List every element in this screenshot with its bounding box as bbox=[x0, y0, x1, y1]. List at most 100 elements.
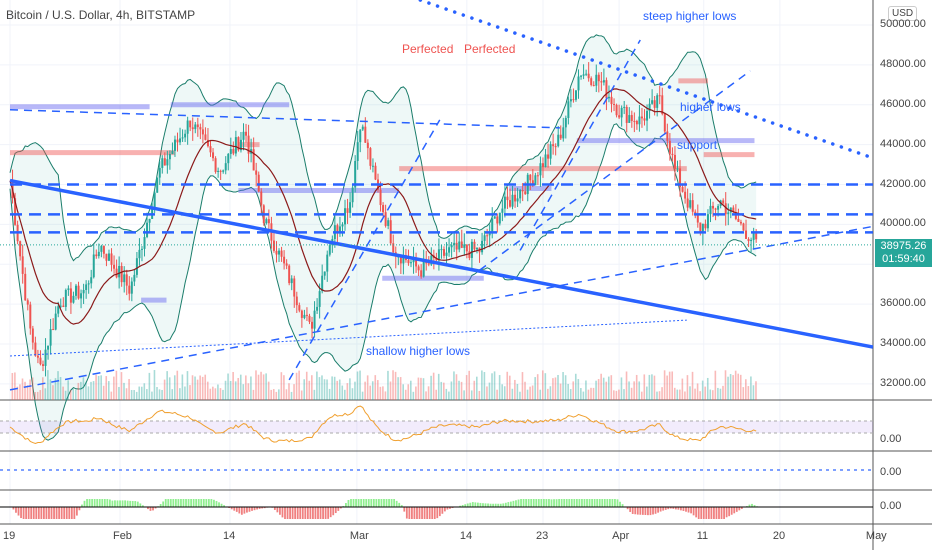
momentum-bar bbox=[535, 499, 538, 507]
momentum-bar bbox=[466, 503, 469, 507]
candle-body bbox=[646, 110, 649, 121]
momentum-bar bbox=[210, 499, 213, 507]
time-axis-label: Feb bbox=[112, 530, 132, 542]
volume-bar bbox=[417, 377, 420, 400]
candle-body bbox=[717, 205, 720, 210]
candle-body bbox=[118, 265, 121, 278]
candle-body bbox=[427, 263, 430, 265]
currency-button[interactable]: USD bbox=[888, 6, 918, 21]
momentum-bar bbox=[555, 499, 558, 507]
momentum-bar bbox=[436, 507, 439, 519]
momentum-bar bbox=[626, 507, 629, 510]
candle-body bbox=[554, 146, 557, 148]
chart-title: Bitcoin / U.S. Dollar, 4h, BITSTAMP bbox=[6, 8, 196, 22]
volume-bar bbox=[280, 372, 283, 400]
time-axis-label: May bbox=[865, 530, 887, 542]
momentum-bar bbox=[53, 507, 55, 519]
volume-bar bbox=[321, 375, 323, 400]
candle-body bbox=[64, 289, 67, 307]
momentum-bar bbox=[583, 499, 586, 507]
candle-body bbox=[453, 242, 456, 246]
momentum-bar bbox=[636, 507, 639, 515]
momentum-bar bbox=[246, 507, 248, 513]
candle-body bbox=[475, 247, 478, 250]
momentum-bar bbox=[27, 507, 30, 519]
volume-bar bbox=[544, 373, 547, 400]
candle-body bbox=[318, 291, 321, 307]
candle-body bbox=[605, 80, 608, 99]
candle-body bbox=[638, 116, 641, 125]
momentum-bar bbox=[677, 507, 680, 510]
volume-bar bbox=[618, 389, 620, 400]
momentum-bar bbox=[682, 507, 685, 511]
momentum-bar bbox=[37, 507, 40, 519]
volume-bar bbox=[658, 391, 661, 400]
momentum-bar bbox=[329, 507, 332, 518]
momentum-bar bbox=[487, 503, 489, 507]
momentum-bar bbox=[388, 499, 390, 507]
momentum-bar bbox=[73, 507, 76, 519]
volume-bar bbox=[534, 377, 536, 400]
momentum-bar bbox=[263, 507, 266, 509]
candle-body bbox=[587, 73, 590, 79]
candle-body bbox=[313, 310, 316, 329]
volume-bar bbox=[52, 385, 54, 400]
candle-body bbox=[407, 260, 410, 264]
volume-bar bbox=[19, 384, 21, 400]
momentum-bar bbox=[279, 507, 281, 515]
momentum-bar bbox=[631, 507, 634, 514]
momentum-bar bbox=[205, 499, 208, 507]
momentum-bar bbox=[395, 500, 398, 507]
candle-body bbox=[260, 191, 263, 206]
volume-bar bbox=[270, 389, 273, 400]
volume-bar bbox=[628, 381, 630, 400]
volume-bar bbox=[26, 385, 29, 400]
volume-bar bbox=[102, 385, 105, 400]
momentum-bar bbox=[647, 507, 649, 516]
candle-body bbox=[283, 256, 286, 264]
momentum-bar bbox=[233, 507, 236, 511]
volume-bar bbox=[597, 379, 600, 400]
momentum-bar bbox=[149, 507, 152, 511]
momentum-bar bbox=[431, 507, 434, 519]
volume-bar bbox=[587, 389, 590, 400]
momentum-bar bbox=[332, 507, 335, 516]
volume-bar bbox=[351, 388, 354, 400]
volume-bar bbox=[681, 378, 684, 400]
momentum-bar bbox=[697, 507, 700, 519]
momentum-bar bbox=[347, 499, 350, 507]
candle-body bbox=[498, 212, 501, 224]
volume-bar bbox=[49, 379, 52, 400]
candle-body bbox=[580, 75, 583, 77]
candle-body bbox=[382, 205, 385, 213]
momentum-bar bbox=[469, 502, 472, 507]
time-axis-label: Apr bbox=[612, 530, 630, 542]
momentum-bar bbox=[461, 504, 464, 507]
momentum-bar bbox=[700, 507, 703, 519]
volume-bar bbox=[595, 380, 597, 400]
volume-bar bbox=[453, 371, 455, 400]
candle-body bbox=[739, 221, 742, 224]
volume-bar bbox=[640, 391, 643, 400]
volume-bar bbox=[524, 381, 526, 400]
momentum-bar bbox=[25, 507, 28, 519]
momentum-bar bbox=[185, 499, 187, 507]
momentum-bar bbox=[385, 499, 388, 507]
momentum-bar bbox=[114, 500, 116, 507]
candle-body bbox=[501, 208, 504, 213]
pane3-value: 0.00 bbox=[880, 500, 902, 512]
volume-bar bbox=[47, 370, 49, 400]
candle-body bbox=[511, 194, 514, 207]
volume-bar bbox=[503, 386, 506, 400]
candle-body bbox=[653, 100, 656, 108]
momentum-bar bbox=[223, 505, 225, 507]
price-axis-label: 34000.00 bbox=[880, 337, 926, 350]
momentum-bar bbox=[220, 503, 223, 507]
time-axis-label: 19 bbox=[3, 530, 16, 542]
momentum-bar bbox=[378, 499, 380, 507]
volume-bar bbox=[442, 382, 445, 400]
momentum-bar bbox=[93, 499, 96, 507]
momentum-bar bbox=[141, 505, 144, 507]
candle-body bbox=[531, 180, 534, 186]
